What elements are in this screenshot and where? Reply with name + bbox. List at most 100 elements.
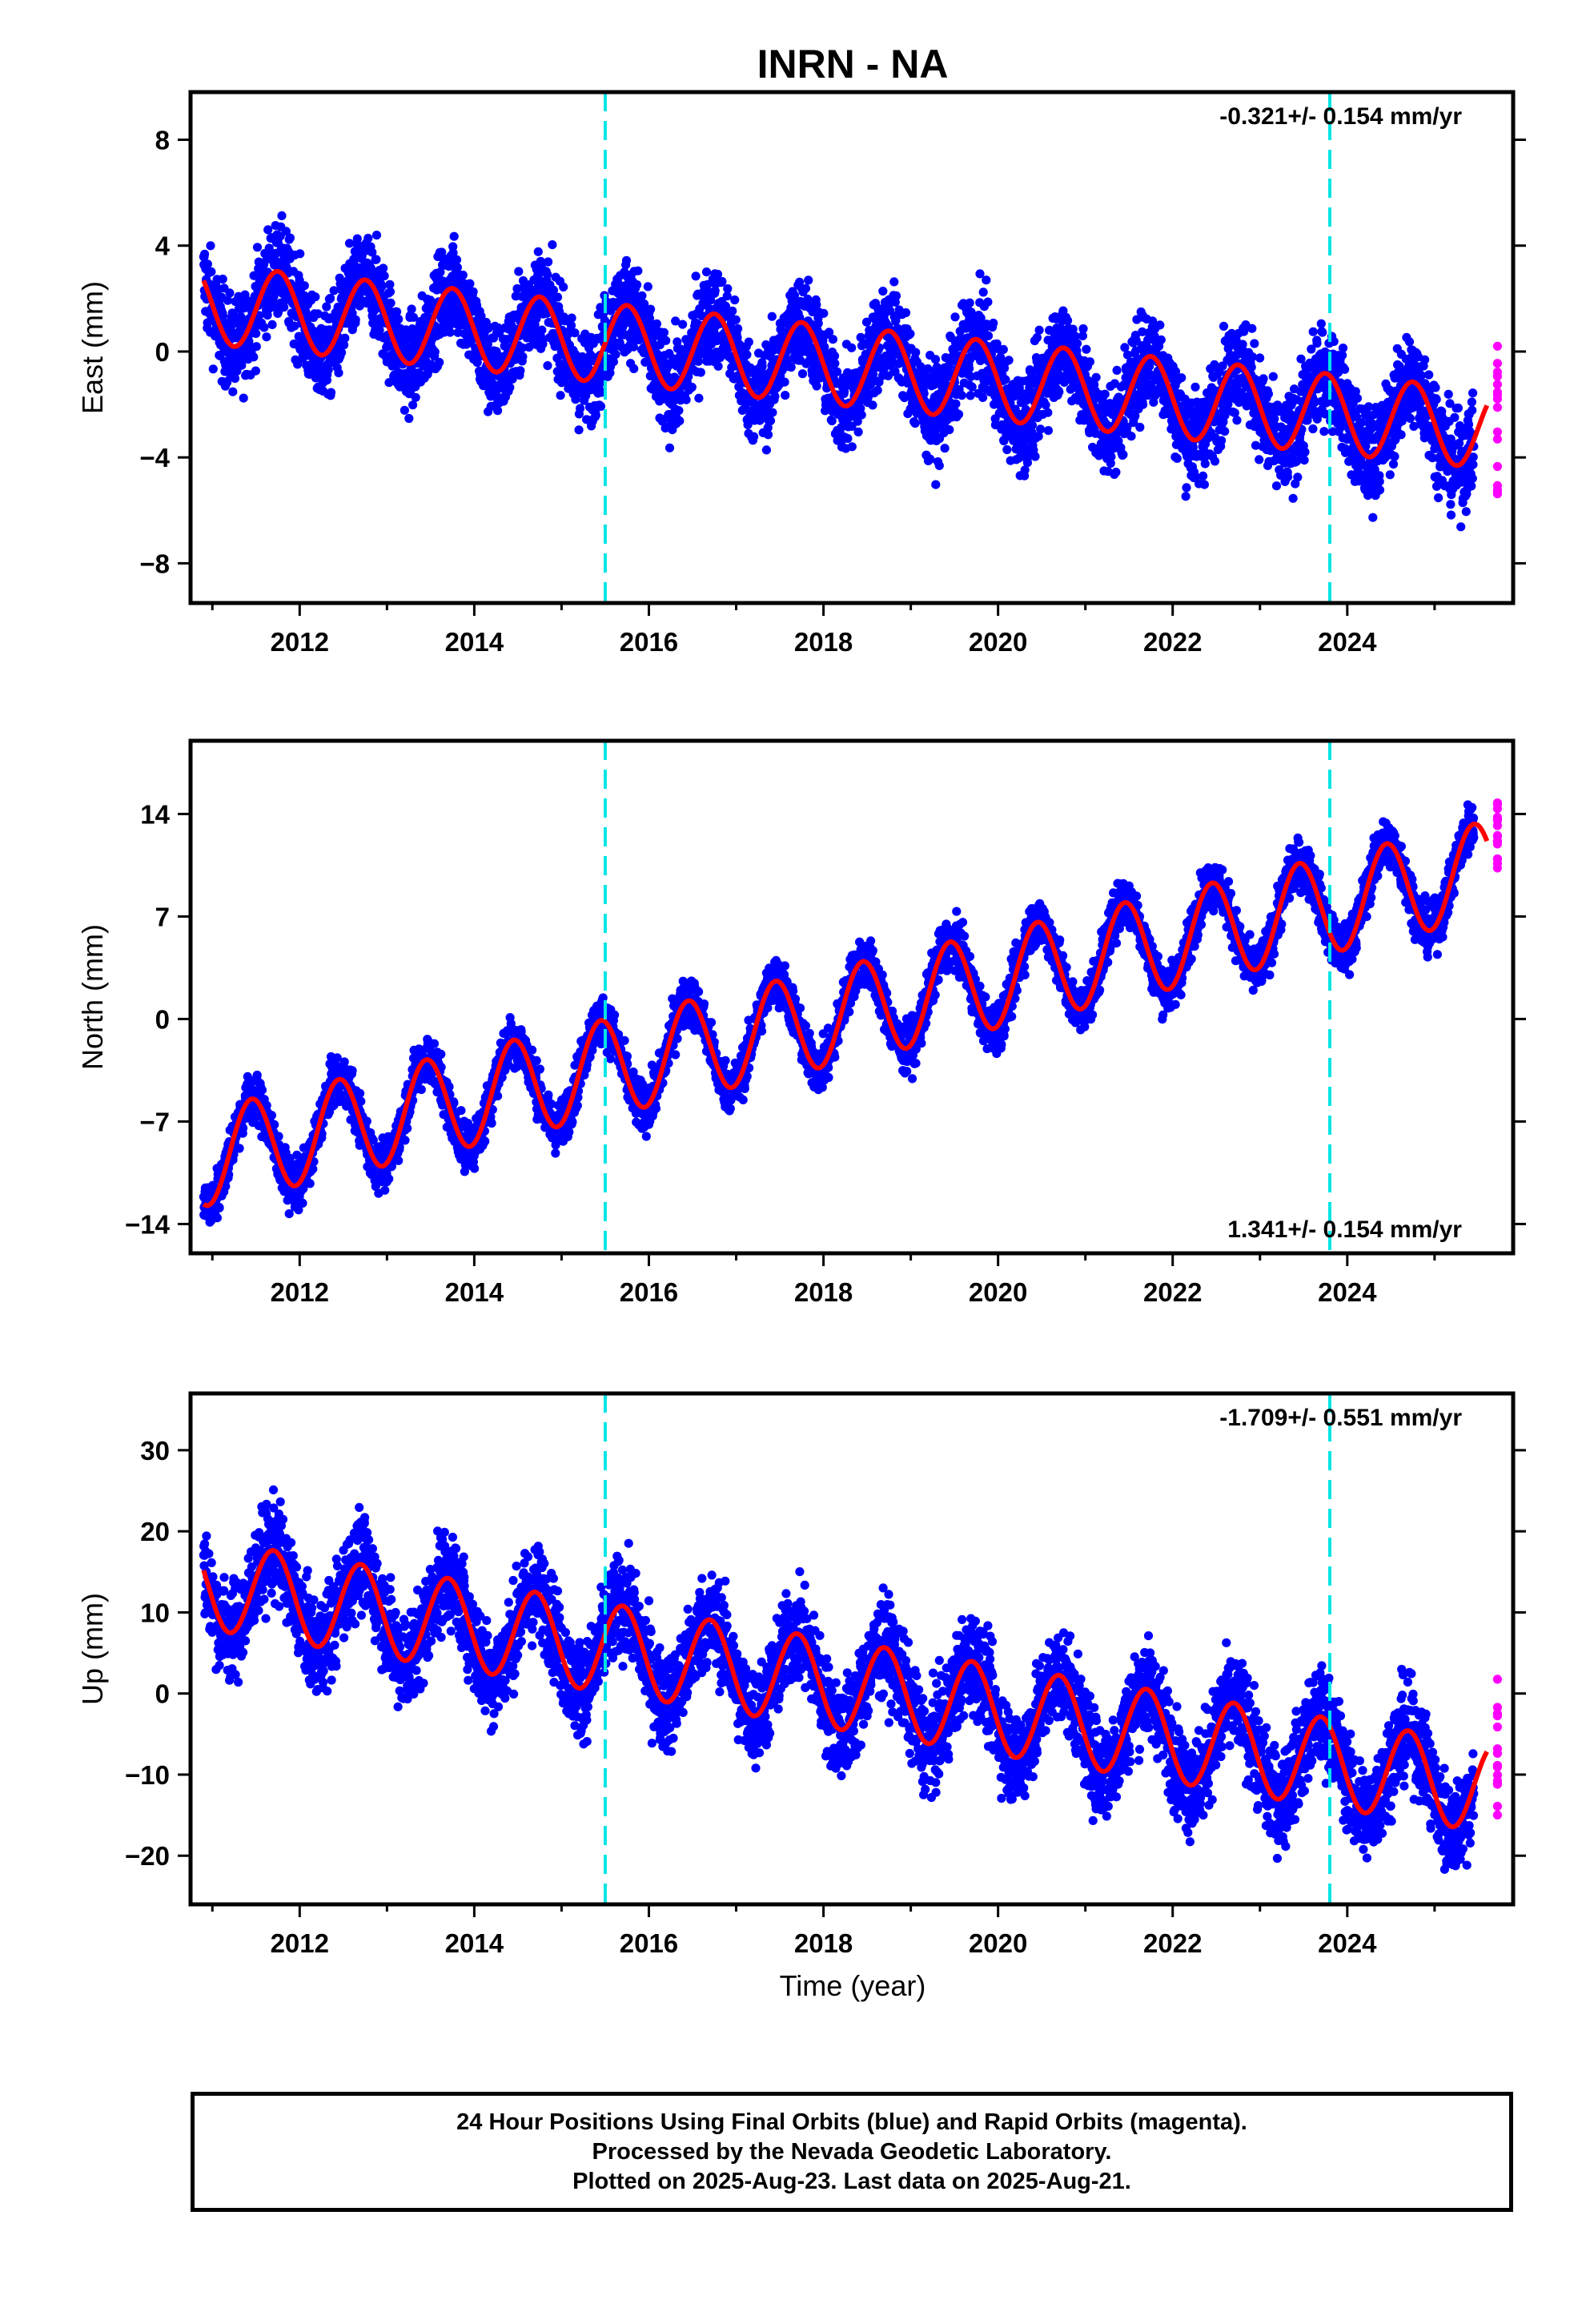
final-orbit-point xyxy=(713,361,723,371)
panel-east: 2012 2014 2016 2018 2020 2022 2024840−4−8East … xyxy=(76,90,1526,657)
final-orbit-point xyxy=(1034,432,1043,441)
final-orbit-point xyxy=(596,388,606,397)
final-orbit-point xyxy=(786,362,796,372)
final-orbit-point xyxy=(675,416,685,426)
final-orbit-point xyxy=(203,259,212,269)
final-orbit-point xyxy=(392,307,402,316)
final-orbit-point xyxy=(989,318,998,328)
final-orbit-point xyxy=(967,382,977,392)
final-orbit-point xyxy=(1375,476,1384,486)
final-orbit-point xyxy=(901,308,911,318)
final-orbit-point xyxy=(1041,400,1050,410)
final-orbit-point xyxy=(723,283,733,294)
final-orbit-point xyxy=(629,364,639,373)
final-orbit-point xyxy=(543,270,552,279)
final-orbit-point xyxy=(1172,453,1182,464)
final-orbit-point xyxy=(966,391,975,400)
final-orbit-point xyxy=(1199,480,1209,489)
final-orbit-point xyxy=(263,225,273,235)
final-orbit-point xyxy=(1054,387,1064,396)
final-orbit-point xyxy=(889,277,899,287)
final-orbit-point xyxy=(757,362,767,372)
final-orbit-point xyxy=(566,320,576,331)
final-orbit-point xyxy=(385,279,395,289)
final-orbit-point xyxy=(926,454,935,464)
final-orbit-point xyxy=(608,357,619,367)
final-orbit-point xyxy=(559,282,568,292)
final-orbit-point xyxy=(976,313,986,323)
final-orbit-point xyxy=(407,304,416,314)
final-orbit-point xyxy=(681,395,691,404)
final-orbit-point xyxy=(978,287,988,297)
final-orbit-point xyxy=(1004,356,1014,365)
final-orbit-point xyxy=(1210,456,1220,466)
final-orbit-point xyxy=(1068,324,1078,334)
final-orbit-point xyxy=(618,321,628,331)
final-orbit-point xyxy=(228,387,238,396)
final-orbit-point xyxy=(322,302,331,312)
final-orbit-point xyxy=(367,247,377,257)
figure-title: INRN - NA xyxy=(757,42,949,86)
final-orbit-point xyxy=(954,409,964,419)
final-orbit-point xyxy=(978,392,988,402)
final-orbit-point xyxy=(458,270,468,280)
final-orbit-point xyxy=(544,257,553,267)
final-orbit-point xyxy=(755,416,765,425)
final-orbit-point xyxy=(749,432,759,441)
final-orbit-point xyxy=(1078,331,1087,340)
final-orbit-point xyxy=(271,255,280,265)
final-orbit-point xyxy=(932,362,942,372)
final-orbit-point xyxy=(207,267,216,276)
final-orbit-point xyxy=(827,416,837,426)
final-orbit-point xyxy=(208,364,218,374)
final-orbit-point xyxy=(1177,373,1186,383)
final-orbit-point xyxy=(591,411,600,420)
final-orbit-point xyxy=(408,400,418,410)
final-orbit-point xyxy=(861,317,872,327)
final-orbit-point xyxy=(983,331,994,340)
final-orbit-point xyxy=(847,343,857,352)
final-orbit-point xyxy=(285,233,295,243)
final-orbit-point xyxy=(1135,422,1145,432)
final-orbit-point xyxy=(1268,372,1278,381)
final-orbit-point xyxy=(868,400,877,410)
final-orbit-point xyxy=(225,288,235,298)
final-orbit-point xyxy=(352,234,362,243)
final-orbit-point xyxy=(733,333,742,343)
final-orbit-point xyxy=(1118,450,1128,460)
final-orbit-point xyxy=(982,275,991,285)
final-orbit-point xyxy=(1112,365,1122,375)
final-orbit-point xyxy=(710,286,720,296)
final-orbit-point xyxy=(905,329,915,339)
final-orbit-point xyxy=(878,287,888,296)
final-orbit-point xyxy=(728,306,737,316)
final-orbit-point xyxy=(516,366,525,376)
final-orbit-point xyxy=(665,443,675,452)
final-orbit-point xyxy=(951,399,961,408)
final-orbit-point xyxy=(694,393,704,403)
final-orbit-point xyxy=(408,312,419,322)
final-orbit-point xyxy=(576,404,585,413)
final-orbit-point xyxy=(366,263,375,273)
final-orbit-point xyxy=(518,352,528,361)
final-orbit-point xyxy=(812,300,821,310)
final-orbit-point xyxy=(767,312,777,321)
final-orbit-point xyxy=(556,391,565,400)
final-orbit-point xyxy=(910,419,920,428)
final-orbit-point xyxy=(1319,427,1329,436)
final-orbit-point xyxy=(1155,320,1165,330)
final-orbit-point xyxy=(797,369,808,379)
final-orbit-point xyxy=(1191,382,1200,392)
final-orbit-point xyxy=(1063,316,1073,325)
final-orbit-point xyxy=(548,240,557,250)
final-orbit-point xyxy=(687,382,697,392)
final-orbit-point xyxy=(1100,389,1110,399)
final-orbit-point xyxy=(1318,328,1327,337)
final-orbit-point xyxy=(379,271,389,281)
final-orbit-point xyxy=(252,243,263,252)
final-orbit-point xyxy=(1030,452,1040,461)
final-orbit-point xyxy=(911,348,921,357)
final-orbit-point xyxy=(1072,339,1082,348)
final-orbit-point xyxy=(1340,364,1350,374)
final-orbit-point xyxy=(206,241,215,251)
